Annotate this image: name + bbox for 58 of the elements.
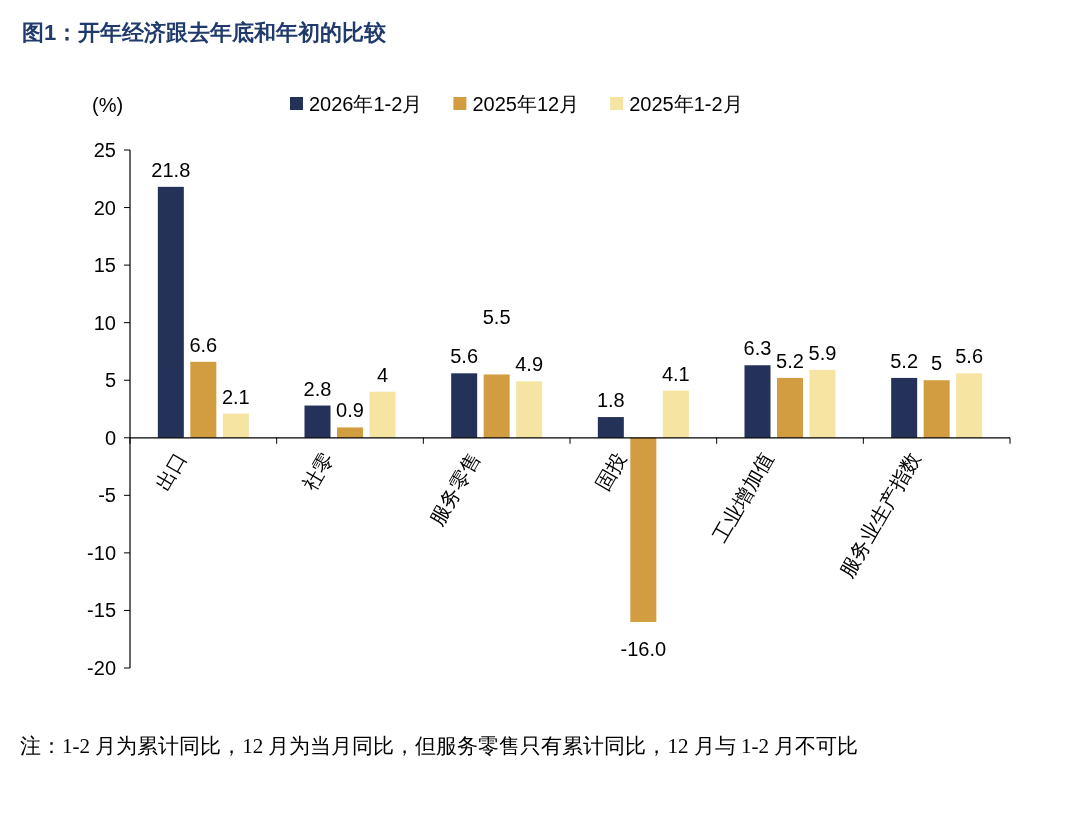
- bar: [956, 373, 983, 438]
- y-tick-label: 15: [93, 254, 116, 277]
- legend-label: 2025年12月: [472, 93, 580, 115]
- bar: [662, 390, 689, 438]
- legend-label: 2025年1-2月: [629, 93, 743, 115]
- data-label: 5.5: [482, 306, 511, 329]
- bar: [777, 377, 803, 438]
- data-label: 5.2: [776, 349, 804, 372]
- x-tick-label: 固投: [591, 448, 631, 495]
- data-label: -16.0: [620, 637, 667, 660]
- y-tick-label: 10: [93, 311, 116, 334]
- x-tick-label: 社零: [298, 448, 338, 495]
- x-tick-label: 服务业生产指数: [835, 448, 925, 582]
- text: 注：1-2 月为累计同比，12 月为当月同比，但服务零售只有累计同比，12 月与 1-2 月不可比: [20, 733, 860, 760]
- bar: [451, 373, 478, 438]
- data-label: 4: [376, 363, 389, 386]
- y-tick-label: 0: [104, 426, 116, 449]
- data-label: 21.8: [151, 158, 191, 181]
- bar: [597, 417, 624, 438]
- y-tick-label: -15: [87, 599, 116, 622]
- bar: [891, 377, 918, 438]
- legend-label: 2026年1-2月: [309, 93, 423, 115]
- data-label: 1.8: [596, 389, 625, 412]
- bar: [157, 186, 184, 438]
- bar: [369, 391, 396, 438]
- bar: [222, 413, 249, 438]
- bar: [744, 365, 771, 438]
- bar: [516, 381, 543, 438]
- y-tick-label: -10: [87, 541, 116, 564]
- x-tick-label: 工业增加值: [708, 448, 778, 547]
- data-label: 2.1: [221, 385, 250, 408]
- x-tick-label: 出口: [151, 448, 191, 495]
- bar: [630, 437, 657, 622]
- bar: [483, 374, 510, 438]
- data-label: 5: [931, 352, 943, 375]
- y-tick-label: -5: [98, 484, 116, 507]
- x-tick-label: 服务零售: [425, 448, 485, 530]
- data-label: 5.6: [955, 345, 984, 368]
- bar: [304, 405, 331, 438]
- bar: [923, 380, 950, 438]
- data-label: 0.9: [336, 399, 364, 422]
- data-label: 4.9: [515, 353, 544, 376]
- y-tick-label: 20: [93, 196, 116, 219]
- data-label: 5.2: [890, 349, 919, 372]
- data-label: 2.8: [303, 377, 332, 400]
- bar: [337, 427, 363, 438]
- data-label: 6.3: [743, 337, 772, 360]
- data-label: 6.6: [189, 333, 218, 356]
- y-tick-label: 25: [93, 139, 116, 161]
- data-label: 4.1: [661, 362, 690, 385]
- data-label: 5.6: [450, 345, 479, 368]
- data-label: 5.9: [808, 341, 837, 364]
- bar: [809, 369, 836, 438]
- y-tick-label: 5: [104, 369, 116, 392]
- y-axis-title: (%): [92, 94, 124, 116]
- chart-title: 图1：开年经济跟去年底和年初的比较: [22, 20, 388, 45]
- bar: [190, 361, 217, 438]
- y-tick-label: -20: [87, 657, 116, 679]
